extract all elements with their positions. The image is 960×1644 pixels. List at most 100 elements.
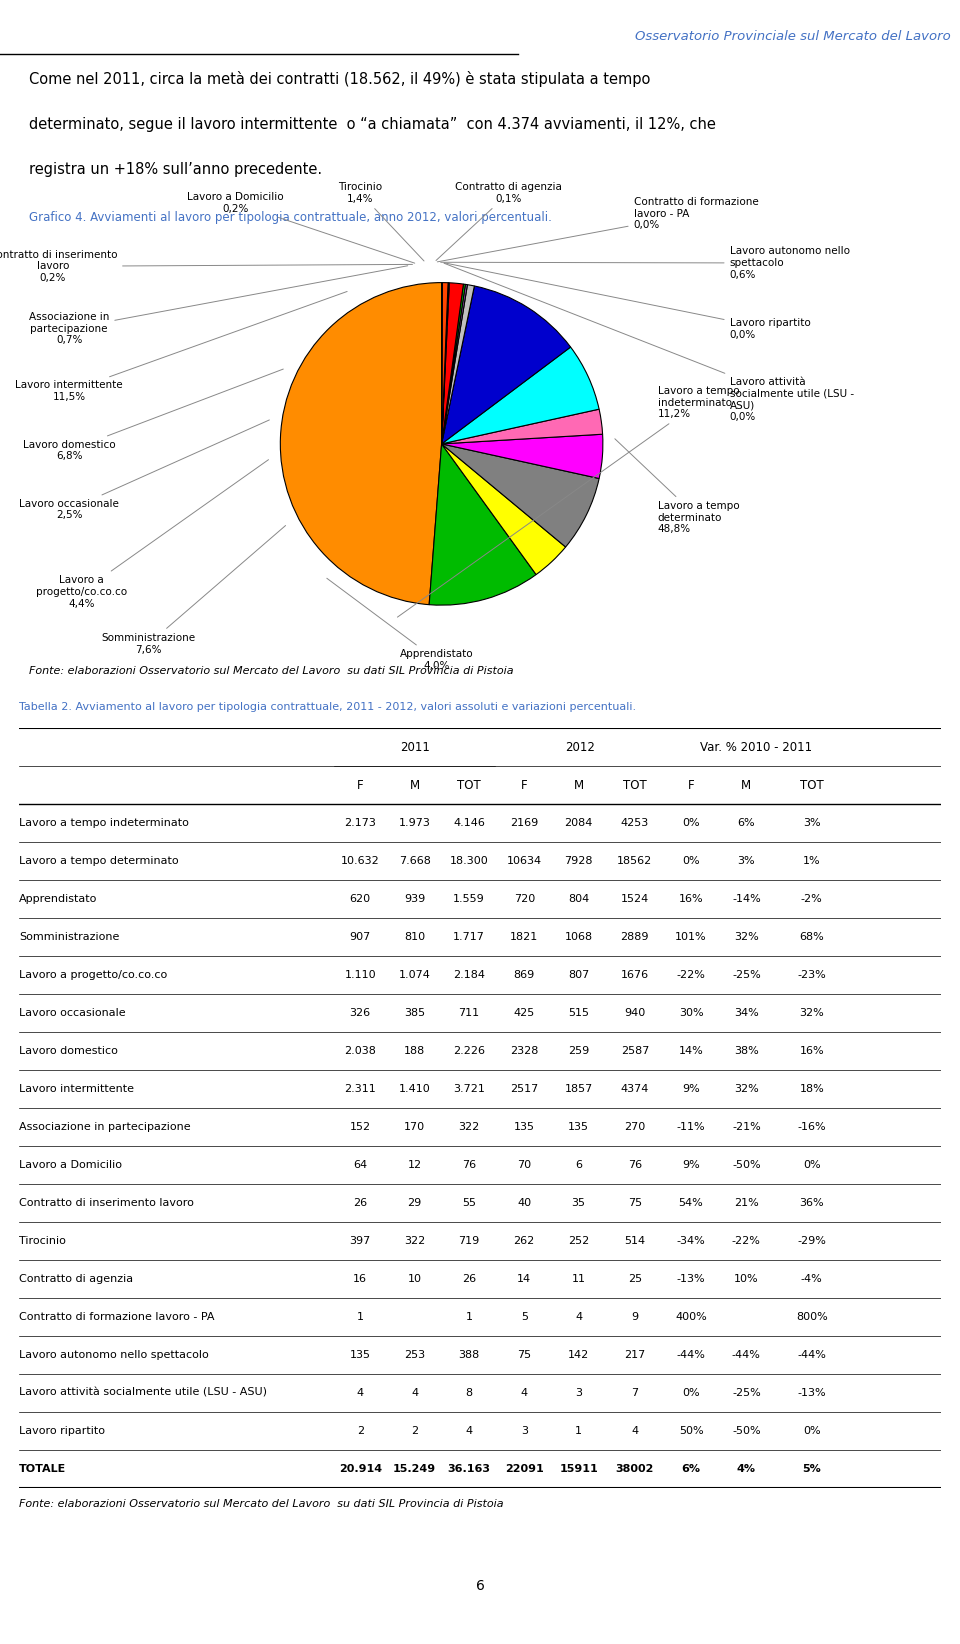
Text: Osservatorio Provinciale sul Mercato del Lavoro: Osservatorio Provinciale sul Mercato del… <box>635 30 950 43</box>
Text: Lavoro intermittente: Lavoro intermittente <box>19 1083 134 1093</box>
Text: 3%: 3% <box>737 857 756 866</box>
Text: Tirocinio
1,4%: Tirocinio 1,4% <box>338 182 424 261</box>
Text: -29%: -29% <box>798 1236 827 1246</box>
Text: 15911: 15911 <box>560 1463 598 1473</box>
Text: 76: 76 <box>628 1161 642 1171</box>
Wedge shape <box>442 284 474 444</box>
Text: 38%: 38% <box>734 1046 758 1055</box>
Text: 4253: 4253 <box>621 819 649 829</box>
Text: determinato, segue il lavoro intermittente  o “a chiamata”  con 4.374 avviamenti: determinato, segue il lavoro intermitten… <box>29 117 715 132</box>
Text: 4.146: 4.146 <box>453 819 485 829</box>
Text: 252: 252 <box>568 1236 589 1246</box>
Text: 21%: 21% <box>734 1198 758 1208</box>
Text: -21%: -21% <box>732 1123 760 1133</box>
Text: 10634: 10634 <box>507 857 541 866</box>
Text: 804: 804 <box>568 894 589 904</box>
Text: 15.249: 15.249 <box>393 1463 436 1473</box>
Text: 2011: 2011 <box>399 741 429 755</box>
Text: 4: 4 <box>575 1312 582 1322</box>
Text: 1068: 1068 <box>564 932 592 942</box>
Text: 9%: 9% <box>683 1161 700 1171</box>
Text: 0%: 0% <box>803 1425 821 1435</box>
Wedge shape <box>442 286 570 444</box>
Text: -14%: -14% <box>732 894 760 904</box>
Text: 259: 259 <box>568 1046 589 1055</box>
Text: -11%: -11% <box>677 1123 706 1133</box>
Wedge shape <box>442 283 449 444</box>
Text: Var. % 2010 - 2011: Var. % 2010 - 2011 <box>701 741 812 755</box>
Text: 8: 8 <box>466 1388 472 1397</box>
Text: 4: 4 <box>356 1388 364 1397</box>
Text: 1.973: 1.973 <box>398 819 430 829</box>
Text: 2.038: 2.038 <box>345 1046 376 1055</box>
Text: 26: 26 <box>353 1198 368 1208</box>
Text: 2: 2 <box>356 1425 364 1435</box>
Text: TOT: TOT <box>457 779 481 792</box>
Text: 262: 262 <box>514 1236 535 1246</box>
Text: Lavoro autonomo nello
spettacolo
0,6%: Lavoro autonomo nello spettacolo 0,6% <box>441 247 850 279</box>
Text: 1.410: 1.410 <box>398 1083 430 1093</box>
Wedge shape <box>442 409 603 444</box>
Text: Lavoro attività socialmente utile (LSU - ASU): Lavoro attività socialmente utile (LSU -… <box>19 1388 267 1397</box>
Text: 26: 26 <box>462 1274 476 1284</box>
Text: 1: 1 <box>466 1312 472 1322</box>
Text: 2084: 2084 <box>564 819 592 829</box>
Text: Lavoro domestico
6,8%: Lavoro domestico 6,8% <box>23 368 283 462</box>
Text: 719: 719 <box>458 1236 480 1246</box>
Text: -23%: -23% <box>798 970 827 980</box>
Text: 10: 10 <box>408 1274 421 1284</box>
Text: 170: 170 <box>404 1123 425 1133</box>
Text: Lavoro a Domicilio
0,2%: Lavoro a Domicilio 0,2% <box>187 192 415 263</box>
Text: -2%: -2% <box>801 894 823 904</box>
Text: 76: 76 <box>462 1161 476 1171</box>
Text: 36%: 36% <box>800 1198 824 1208</box>
Text: -22%: -22% <box>732 1236 760 1246</box>
Text: 34%: 34% <box>734 1008 758 1018</box>
Text: 54%: 54% <box>679 1198 704 1208</box>
Text: 810: 810 <box>404 932 425 942</box>
Text: 188: 188 <box>404 1046 425 1055</box>
Wedge shape <box>442 444 565 574</box>
Text: 253: 253 <box>404 1350 425 1360</box>
Text: Lavoro occasionale: Lavoro occasionale <box>19 1008 126 1018</box>
Wedge shape <box>442 283 464 444</box>
Text: 16%: 16% <box>800 1046 824 1055</box>
Text: -13%: -13% <box>677 1274 706 1284</box>
Text: 9%: 9% <box>683 1083 700 1093</box>
Text: 807: 807 <box>568 970 589 980</box>
Text: 152: 152 <box>349 1123 371 1133</box>
Text: 0%: 0% <box>683 819 700 829</box>
Text: 29: 29 <box>407 1198 421 1208</box>
Text: 5%: 5% <box>803 1463 821 1473</box>
Text: 3: 3 <box>575 1388 582 1397</box>
Text: 720: 720 <box>514 894 535 904</box>
Text: Lavoro ripartito: Lavoro ripartito <box>19 1425 106 1435</box>
Text: 7.668: 7.668 <box>398 857 430 866</box>
Text: 135: 135 <box>568 1123 589 1133</box>
Text: 1: 1 <box>357 1312 364 1322</box>
Text: 64: 64 <box>353 1161 368 1171</box>
Text: 38002: 38002 <box>615 1463 654 1473</box>
Text: 1.074: 1.074 <box>398 970 430 980</box>
Text: 68%: 68% <box>800 932 824 942</box>
Text: 16: 16 <box>353 1274 367 1284</box>
Text: 1821: 1821 <box>510 932 539 942</box>
Text: 0%: 0% <box>683 857 700 866</box>
Text: 2.184: 2.184 <box>453 970 485 980</box>
Text: M: M <box>410 779 420 792</box>
Text: 2328: 2328 <box>510 1046 539 1055</box>
Text: -34%: -34% <box>677 1236 706 1246</box>
Text: 6: 6 <box>475 1580 485 1593</box>
Text: Tabella 2. Avviamento al lavoro per tipologia contrattuale, 2011 - 2012, valori : Tabella 2. Avviamento al lavoro per tipo… <box>19 702 636 712</box>
Text: Apprendistato: Apprendistato <box>19 894 98 904</box>
Text: Associazione in partecipazione: Associazione in partecipazione <box>19 1123 191 1133</box>
Text: 1.559: 1.559 <box>453 894 485 904</box>
Text: 2517: 2517 <box>510 1083 539 1093</box>
Text: Tirocinio: Tirocinio <box>19 1236 66 1246</box>
Text: 1524: 1524 <box>621 894 649 904</box>
Text: F: F <box>357 779 364 792</box>
Text: 18%: 18% <box>800 1083 824 1093</box>
Text: 4: 4 <box>632 1425 638 1435</box>
Text: 135: 135 <box>349 1350 371 1360</box>
Wedge shape <box>442 283 448 444</box>
